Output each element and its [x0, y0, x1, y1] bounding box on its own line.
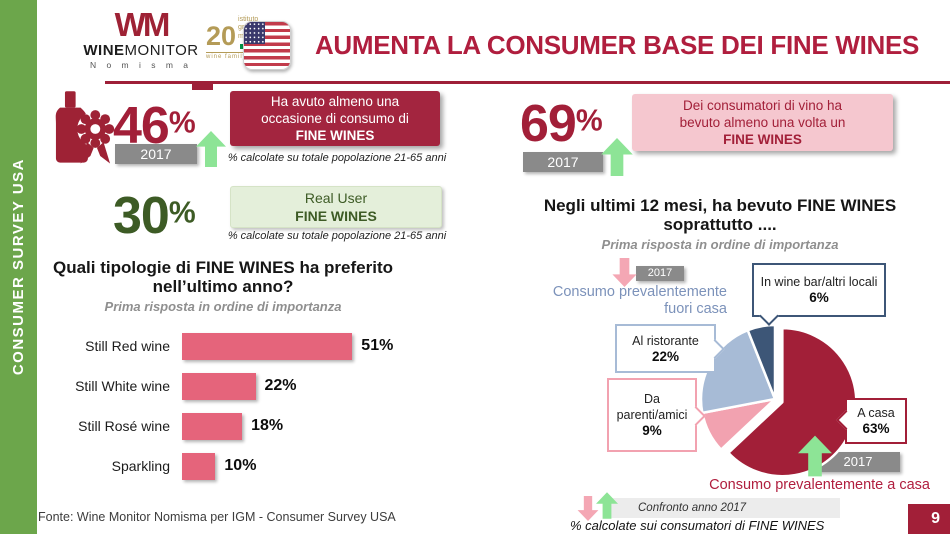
real-user-caption: % calcolate su totale popolazione 21-65 … — [227, 230, 447, 242]
grandi-marchi-line3: wine family heritage — [206, 51, 278, 60]
bar-chart-title-line2: nell’ultimo anno? — [152, 277, 294, 296]
callout-ristorante-label: Al ristorante — [632, 333, 699, 348]
stat-30-value: 30% — [113, 190, 196, 242]
callout-parenti-line2: parenti/amici — [616, 408, 688, 422]
grandi-marchi-number: 20 — [206, 20, 237, 51]
callout-wine-bar: In wine bar/altri locali 6% — [752, 263, 886, 326]
callout-ristorante: Al ristorante 22% — [615, 324, 725, 373]
pie-chart-title-line1: Negli ultimi 12 mesi, ha bevuto FINE WIN… — [543, 196, 897, 215]
winemonitor-name-regular: MONITOR — [124, 42, 199, 59]
consumption-box-bold: FINE WINES — [295, 128, 375, 143]
bar-label: Still Rosé wine — [78, 418, 170, 434]
sidebar-label: CONSUMER SURVEY USA — [10, 158, 27, 376]
stat-69-number: 69 — [520, 95, 577, 153]
out-year-box: 2017 — [636, 266, 684, 281]
drinkers-box-line2: bevuto almeno una volta un — [679, 115, 846, 130]
stat-69-percent-sign: % — [575, 104, 603, 138]
legend-down-arrow-icon — [577, 496, 599, 526]
source-note: Fonte: Wine Monitor Nomisma per IGM - Co… — [38, 510, 396, 524]
stat-69-year-box: 2017 — [523, 152, 603, 172]
drinkers-box-bold: FINE WINES — [723, 132, 802, 147]
bar-label: Still White wine — [75, 378, 170, 394]
callout-casa-label: A casa — [857, 406, 895, 420]
bar-row: Still White wine 22% — [40, 366, 480, 406]
pie-slice — [746, 323, 777, 401]
page-number-badge: 9 — [908, 504, 950, 534]
at-home-label: Consumo prevalentemente a casa — [709, 477, 930, 493]
real-user-box-line1: Real User — [304, 190, 368, 206]
bar-row: Still Red wine 51% — [40, 326, 480, 366]
bar-row: Sparkling 10% — [40, 446, 480, 486]
out-of-home-label-line2: fuori casa — [664, 301, 727, 317]
bar-value: 10% — [224, 457, 257, 474]
stat-69-value: 69% — [520, 98, 603, 150]
us-flag-icon — [243, 21, 291, 70]
us-flag-canton — [244, 22, 265, 44]
bar — [182, 412, 243, 440]
grandi-marchi-line1: istituto — [238, 16, 259, 23]
drinkers-box: Dei consumatori di vino ha bevuto almeno… — [632, 94, 893, 151]
winemonitor-sub: N o m i s m a — [89, 60, 193, 70]
bar — [182, 332, 353, 360]
out-of-home-label: Consumo prevalentemente fuori casa — [545, 284, 727, 318]
stat-30-percent-sign: % — [168, 196, 196, 230]
pie-chart-subtitle: Prima risposta in ordine di importanza — [601, 237, 839, 252]
header-rule-tab — [192, 84, 213, 90]
winemonitor-logo: WM WINEMONITOR N o m i s m a — [66, 8, 216, 70]
pie-chart — [699, 323, 858, 478]
bar-value: 22% — [264, 377, 297, 394]
stat-46-value: 46% — [113, 100, 196, 152]
bar-value: 18% — [251, 417, 284, 434]
header-rule — [105, 81, 950, 84]
real-user-box: Real User FINE WINES — [230, 186, 442, 228]
stat-46-number: 46 — [113, 97, 170, 155]
callout-wine-bar-label: In wine bar/altri locali — [760, 275, 878, 289]
out-of-home-label-line1: Consumo prevalentemente — [552, 284, 727, 300]
stat-46-year-box: 2017 — [115, 144, 197, 164]
callout-parenti: Da parenti/amici 9% — [607, 378, 706, 452]
legend-label: Confronto anno 2017 — [608, 498, 840, 518]
callout-casa-pct: 63% — [862, 421, 890, 436]
page-title: AUMENTA LA CONSUMER BASE DEI FINE WINES — [314, 30, 920, 60]
consumption-box-line1: Ha avuto almeno una — [270, 94, 400, 109]
callout-parenti-pct: 9% — [642, 423, 662, 438]
up-arrow-icon — [798, 434, 832, 483]
pie-chart-title-line2: soprattutto .... — [663, 215, 777, 234]
bar-label: Still Red wine — [85, 338, 170, 354]
legend-up-arrow-icon — [596, 492, 618, 524]
drinkers-box-line1: Dei consumatori di vino ha — [682, 98, 843, 113]
stat-46-percent-sign: % — [168, 106, 196, 140]
bar-value: 51% — [361, 337, 394, 354]
pie-caption: % calcolate sui consumatori di FINE WINE… — [570, 518, 825, 533]
consumption-box-line2: occasione di consumo di — [261, 111, 409, 126]
bar-chart-subtitle: Prima risposta in ordine di importanza — [104, 299, 342, 314]
bar-chart: Still Red wine 51% Still White wine 22% … — [40, 326, 480, 486]
real-user-box-bold: FINE WINES — [295, 208, 377, 224]
bar-row: Still Rosé wine 18% — [40, 406, 480, 446]
sidebar: CONSUMER SURVEY USA — [0, 0, 37, 534]
callout-ristorante-pct: 22% — [651, 348, 680, 364]
wine-bottle-award-icon — [46, 88, 120, 175]
up-arrow-icon — [601, 138, 633, 181]
bar — [182, 372, 256, 400]
up-arrow-icon — [196, 131, 226, 172]
callout-wine-bar-pct: 6% — [809, 290, 829, 305]
bar-chart-title-line1: Quali tipologie di FINE WINES ha preferi… — [52, 258, 394, 277]
callout-casa: A casa 63% — [836, 398, 907, 444]
consumption-caption: % calcolate su totale popolazione 21-65 … — [227, 152, 447, 164]
winemonitor-mark-icon: WM — [114, 6, 171, 43]
home-year-box: 2017 — [816, 452, 900, 472]
down-arrow-icon — [612, 258, 637, 292]
bar-label: Sparkling — [111, 458, 170, 474]
pie-chart-title: Negli ultimi 12 mesi, ha bevuto FINE WIN… — [530, 196, 910, 234]
bar — [182, 452, 216, 480]
callout-parenti-line1: Da — [644, 392, 660, 406]
consumption-box: Ha avuto almeno una occasione di consumo… — [230, 91, 440, 146]
winemonitor-name: WINEMONITOR — [66, 43, 216, 58]
stat-30-number: 30 — [113, 187, 170, 245]
winemonitor-name-bold: WINE — [83, 42, 125, 59]
bar-chart-title: Quali tipologie di FINE WINES ha preferi… — [28, 258, 418, 296]
